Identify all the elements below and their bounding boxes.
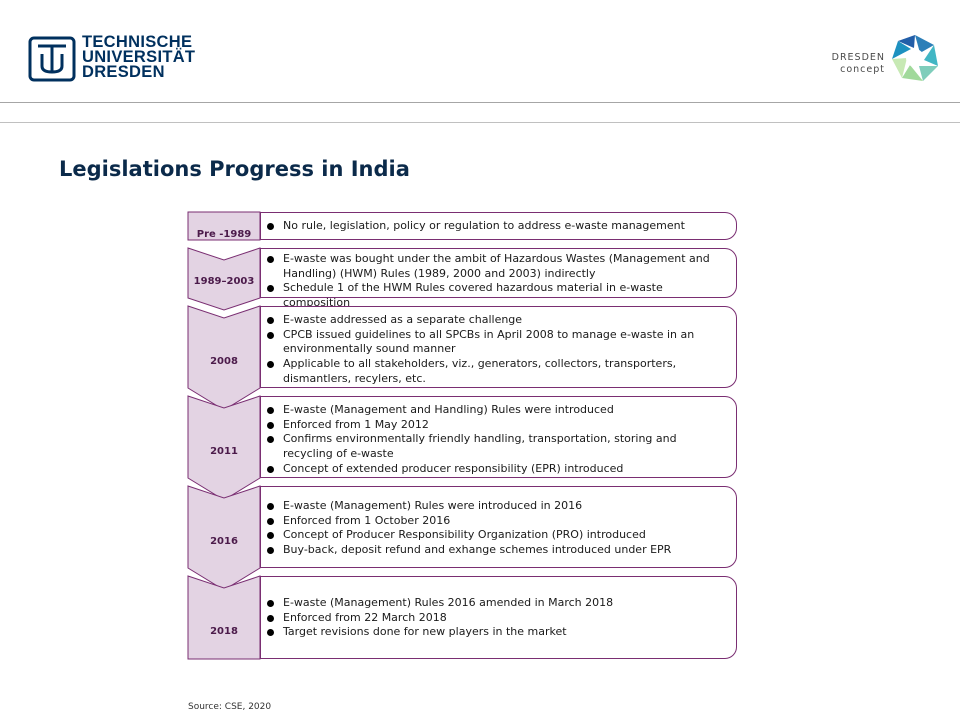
timeline-card-2018: E-waste (Management) Rules 2016 amended … <box>260 576 737 659</box>
timeline-card-2016: E-waste (Management) Rules were introduc… <box>260 486 737 568</box>
chevron-2018 <box>187 575 261 660</box>
year-label: Pre -1989 <box>196 229 252 240</box>
bullet-item: CPCB issued guidelines to all SPCBs in A… <box>261 328 736 357</box>
header-divider-bottom <box>0 122 960 123</box>
tu-line-3: DRESDEN <box>82 63 165 81</box>
dresden-concept-wordmark: DRESDEN concept <box>829 52 885 76</box>
chevron-2016 <box>187 485 261 591</box>
bullet-item: Enforced from 1 October 2016 <box>261 514 736 529</box>
bullet-list: E-waste was bought under the ambit of Ha… <box>261 252 736 311</box>
bullet-list: E-waste addressed as a separate challeng… <box>261 313 736 387</box>
bullet-item: Concept of Producer Responsibility Organ… <box>261 528 736 543</box>
tu-dresden-wordmark: TECHNISCHE UNIVERSITÄT DRESDEN <box>82 33 196 81</box>
bullet-item: Concept of extended producer responsibil… <box>261 462 736 477</box>
bullet-item: Confirms environmentally friendly handli… <box>261 432 736 461</box>
bullet-item: E-waste (Management and Handling) Rules … <box>261 403 736 418</box>
bullet-list: E-waste (Management) Rules were introduc… <box>261 499 736 558</box>
header-divider-top <box>0 102 960 103</box>
chevron-2008 <box>187 305 261 411</box>
year-label: 2018 <box>210 626 238 637</box>
bullet-item: Schedule 1 of the HWM Rules covered haza… <box>261 281 736 310</box>
bullet-item: Target revisions done for new players in… <box>261 625 736 640</box>
source-citation: Source: CSE, 2020 <box>188 702 272 712</box>
bullet-item: Enforced from 1 May 2012 <box>261 418 736 433</box>
bullet-item: Applicable to all stakeholders, viz., ge… <box>261 357 736 386</box>
bullet-item: E-waste was bought under the ambit of Ha… <box>261 252 736 281</box>
bullet-list: No rule, legislation, policy or regulati… <box>261 219 736 234</box>
dresden-concept-line-1: DRESDEN <box>831 52 885 63</box>
bullet-item: E-waste (Management) Rules were introduc… <box>261 499 736 514</box>
dresden-concept-emblem <box>892 35 938 81</box>
tu-dresden-emblem <box>28 36 76 82</box>
page-title: Legislations Progress in India <box>59 157 410 181</box>
chevron-pre-1989 <box>187 211 261 241</box>
bullet-item: Enforced from 22 March 2018 <box>261 611 736 626</box>
bullet-item: No rule, legislation, policy or regulati… <box>261 219 736 234</box>
year-label: 1989–2003 <box>193 276 255 287</box>
bullet-item: E-waste (Management) Rules 2016 amended … <box>261 596 736 611</box>
year-label: 2011 <box>210 446 238 457</box>
bullet-list: E-waste (Management) Rules 2016 amended … <box>261 596 736 640</box>
year-label: 2016 <box>210 536 238 547</box>
chevron-1989-2003 <box>187 247 261 311</box>
bullet-list: E-waste (Management and Handling) Rules … <box>261 403 736 477</box>
bullet-item: Buy-back, deposit refund and exhange sch… <box>261 543 736 558</box>
year-label: 2008 <box>210 356 238 367</box>
chevron-2011 <box>187 395 261 501</box>
bullet-item: E-waste addressed as a separate challeng… <box>261 313 736 328</box>
timeline-card-2011: E-waste (Management and Handling) Rules … <box>260 396 737 478</box>
timeline-card-2008: E-waste addressed as a separate challeng… <box>260 306 737 388</box>
tu-line-1: TECHNISCHE <box>82 33 193 51</box>
timeline-card-pre-1989: No rule, legislation, policy or regulati… <box>260 212 737 240</box>
tu-line-2: UNIVERSITÄT <box>82 48 196 66</box>
timeline-card-1989-2003: E-waste was bought under the ambit of Ha… <box>260 248 737 309</box>
dresden-concept-line-2: concept <box>840 64 885 75</box>
